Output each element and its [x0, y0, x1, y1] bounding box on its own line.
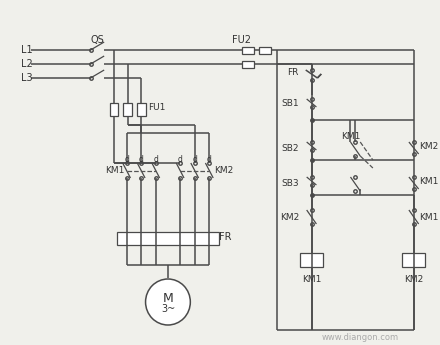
Text: d: d — [207, 155, 212, 164]
Text: KM1: KM1 — [302, 276, 321, 285]
Text: d: d — [124, 155, 129, 164]
Text: FU1: FU1 — [148, 102, 165, 111]
Text: SB2: SB2 — [282, 144, 299, 152]
Text: 3~: 3~ — [161, 304, 175, 314]
Text: d: d — [153, 155, 158, 164]
Text: SB3: SB3 — [281, 178, 299, 187]
Text: KM1: KM1 — [418, 177, 438, 186]
Text: d: d — [139, 155, 143, 164]
Bar — [137, 102, 146, 116]
Text: KM2: KM2 — [404, 276, 423, 285]
Circle shape — [146, 279, 191, 325]
Text: L1: L1 — [22, 45, 33, 55]
Text: SB1: SB1 — [281, 99, 299, 108]
Bar — [402, 253, 425, 267]
Text: KM1: KM1 — [105, 166, 125, 175]
Text: QS: QS — [91, 35, 104, 45]
Text: FR: FR — [219, 232, 231, 242]
Bar — [242, 60, 254, 68]
Bar — [242, 47, 254, 53]
Text: L3: L3 — [22, 73, 33, 83]
Text: KM1: KM1 — [341, 131, 360, 140]
Text: FR: FR — [287, 68, 299, 77]
Text: KM2: KM2 — [214, 166, 234, 175]
Text: d: d — [178, 155, 183, 164]
Bar — [123, 102, 132, 116]
Text: KM1: KM1 — [418, 213, 438, 221]
Bar — [259, 47, 271, 53]
Text: www.diangon.com: www.diangon.com — [322, 334, 399, 343]
Text: L2: L2 — [22, 59, 33, 69]
Text: KM2: KM2 — [418, 141, 438, 150]
Bar — [110, 102, 118, 116]
Text: d: d — [192, 155, 197, 164]
Bar — [300, 253, 323, 267]
Text: KM2: KM2 — [280, 213, 299, 221]
Text: FU2: FU2 — [232, 35, 251, 45]
Bar — [117, 232, 219, 245]
Text: M: M — [162, 292, 173, 305]
